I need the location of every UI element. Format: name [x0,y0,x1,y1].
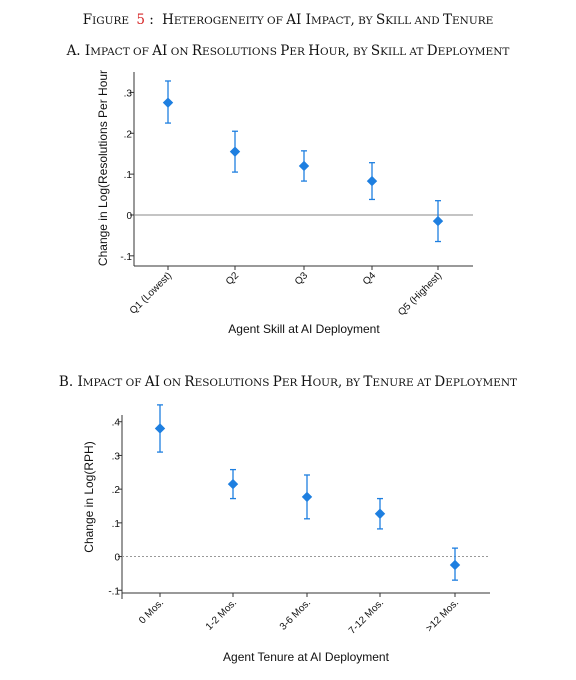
panel-b-x-tick-label: 3-6 Mos. [278,597,313,632]
panel-b-y-axis-label: Change in Log(RPH) [82,441,96,552]
panel-b-y-tick-label: .1 [112,519,121,530]
panel-b-y-tick-label: .2 [112,485,121,496]
panel-b-plot-area: -.1 0 .1 .2 .3 .4 0 Mos. 1-2 Mos. 3-6 Mos. 7-12 M… [108,404,490,637]
figure-number: 5 [136,12,145,28]
panel-a-data-point [162,97,174,108]
panel-a: A. IMPACT OF AI ON RESOLUTIONS PER HOUR,… [66,43,510,336]
panel-b-data-point [449,559,461,571]
panel-b-data-point [374,508,386,519]
panel-b: B. IMPACT OF AI ON RESOLUTIONS PER HOUR,… [59,374,517,664]
panel-a-x-tick-label: Q5 (Highest) [396,270,444,318]
panel-a-plot-area: -.1 0 .1 .2 .3 Q1 (Lowest) Q2 Q3 Q4 Q5 (Highest) [120,72,473,318]
panel-b-x-tick-label: 7-12 Mos. [347,597,386,636]
panel-a-y-tick-label: -.1 [120,252,132,263]
panel-a-x-axis-label: Agent Skill at AI Deployment [228,322,380,336]
panel-b-y-tick-label: .3 [112,451,121,462]
panel-b-x-tick-label: 0 Mos. [137,597,166,626]
panel-a-y-tick-label: .2 [124,129,133,140]
panel-a-y-tick-label: .1 [124,170,133,181]
panel-a-data-point [366,175,378,187]
panel-b-x-tick-label: >12 Mos. [424,597,461,634]
panel-b-x-tick-label: 1-2 Mos. [204,597,239,632]
figure-title-text: HETEROGENEITY OF AI IMPACT, BY SKILL AND… [162,12,493,28]
panel-b-y-tick-label: .4 [112,418,121,429]
panel-b-data-point [227,478,239,490]
panel-a-x-tick-label: Q3 [293,270,311,288]
panel-a-title: A. IMPACT OF AI ON RESOLUTIONS PER HOUR,… [66,43,510,59]
panel-a-x-tick-label: Q2 [224,270,242,288]
panel-a-y-tick-label: .3 [124,88,133,99]
panel-a-x-tick-label: Q1 (Lowest) [128,270,174,316]
panel-a-data-point [229,146,241,157]
panel-b-title: B. IMPACT OF AI ON RESOLUTIONS PER HOUR,… [59,374,517,390]
panel-a-y-tick-label: 0 [126,211,132,222]
figure-title: FIGURE 5 : HETEROGENEITY OF AI IMPACT, B… [83,12,494,28]
panel-b-y-tick-label: -.1 [108,586,120,597]
panel-a-x-tick-label: Q4 [361,270,379,288]
panel-b-data-point [154,423,166,434]
panel-b-data-point [301,491,313,503]
panel-b-y-tick-label: 0 [114,553,120,564]
figure-label: FIGURE [83,12,129,28]
panel-a-data-point [298,160,310,172]
figure-title-colon: : [149,12,154,28]
panel-b-x-axis-label: Agent Tenure at AI Deployment [223,650,390,664]
panel-a-y-axis-label: Change in Log(Resolutions Per Hour [96,70,110,266]
panel-a-data-point [432,215,444,227]
